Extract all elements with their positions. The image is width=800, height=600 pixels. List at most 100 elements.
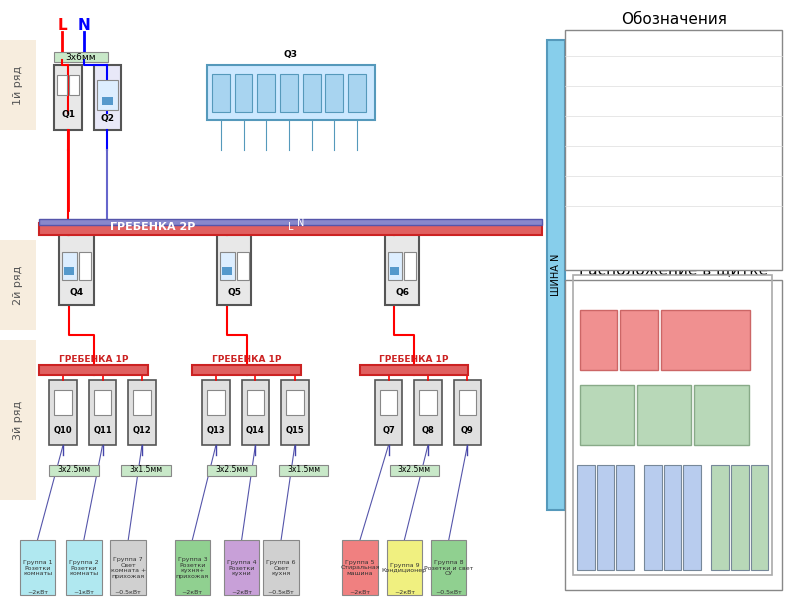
Text: Q6: Q6: [715, 410, 729, 420]
Text: L: L: [288, 222, 294, 232]
Bar: [102, 97, 114, 105]
Text: Q10: Q10: [54, 425, 73, 434]
Text: 3х2.5мм: 3х2.5мм: [215, 466, 248, 475]
Text: 3х6мм: 3х6мм: [66, 52, 96, 61]
Bar: [616, 465, 634, 570]
Bar: [39, 223, 542, 235]
Bar: [565, 280, 782, 590]
Text: 3х1.5мм: 3х1.5мм: [287, 466, 320, 475]
Bar: [286, 390, 304, 415]
Bar: [64, 267, 74, 275]
Bar: [220, 252, 234, 280]
Text: Q3: Q3: [698, 335, 712, 345]
Bar: [683, 465, 702, 570]
Text: Q13: Q13: [646, 559, 660, 565]
Bar: [39, 365, 148, 375]
Text: Q7: Q7: [382, 425, 395, 434]
Bar: [664, 465, 682, 570]
Bar: [263, 540, 299, 595]
Text: ~2кВт: ~2кВт: [350, 590, 370, 595]
Bar: [644, 465, 662, 570]
Bar: [79, 252, 90, 280]
Text: Q1: Q1: [61, 110, 75, 119]
Bar: [54, 52, 109, 62]
Bar: [620, 310, 658, 370]
Text: Группа 9
Кондиционер: Группа 9 Кондиционер: [382, 563, 427, 574]
Bar: [128, 380, 156, 445]
Text: Q2: Q2: [101, 113, 114, 122]
Text: Q10: Q10: [578, 559, 593, 565]
Bar: [386, 540, 422, 595]
Bar: [281, 380, 309, 445]
Bar: [97, 80, 118, 110]
Bar: [174, 540, 210, 595]
Text: 3х1.5мм: 3х1.5мм: [130, 466, 162, 475]
Bar: [50, 380, 77, 445]
Text: Q4: Q4: [70, 289, 84, 298]
Bar: [380, 390, 398, 415]
Text: Q10, Q11, Q13, Q14: АВ 16А: Q10, Q11, Q13, Q14: АВ 16А: [573, 183, 713, 193]
Bar: [50, 465, 98, 476]
Bar: [133, 390, 151, 415]
Bar: [302, 74, 321, 112]
Bar: [212, 74, 230, 112]
Text: Q12: Q12: [133, 425, 151, 434]
Bar: [222, 267, 232, 275]
Bar: [385, 233, 419, 305]
Bar: [565, 30, 782, 270]
Text: Q2 : УЗМ-51М: Q2 : УЗМ-51М: [573, 63, 642, 73]
Text: Q8: Q8: [422, 425, 434, 434]
Text: N: N: [78, 17, 90, 32]
Bar: [62, 252, 77, 280]
Text: Группа 5
Стиральная
машина: Группа 5 Стиральная машина: [340, 560, 380, 576]
Bar: [374, 380, 402, 445]
Text: Группа 1
Розетки
комнаты: Группа 1 Розетки комнаты: [22, 560, 52, 576]
Bar: [258, 74, 275, 112]
Text: Q1 : Вводной АВ 25А 2Р или ВН: Q1 : Вводной АВ 25А 2Р или ВН: [573, 33, 734, 43]
Bar: [404, 252, 416, 280]
Bar: [89, 380, 116, 445]
Bar: [597, 465, 614, 570]
Text: ГРЕБЕНКА 1Р: ГРЕБЕНКА 1Р: [59, 355, 129, 364]
Bar: [390, 465, 439, 476]
Bar: [234, 74, 253, 112]
Bar: [110, 540, 146, 595]
Bar: [242, 380, 270, 445]
Bar: [94, 65, 122, 130]
Text: Группа 6
Свет
кухня: Группа 6 Свет кухня: [266, 560, 296, 576]
Bar: [326, 74, 343, 112]
Bar: [348, 74, 366, 112]
Bar: [390, 267, 399, 275]
Text: ~2кВт: ~2кВт: [27, 590, 48, 595]
Text: Q11: Q11: [598, 559, 613, 565]
Text: ~1кВт: ~1кВт: [74, 590, 94, 595]
Text: Q9: Q9: [461, 425, 474, 434]
Text: Q5: Q5: [228, 289, 242, 298]
Text: ШИНА N: ШИНА N: [551, 254, 562, 296]
Text: ~2кВт: ~2кВт: [231, 590, 252, 595]
Text: Q13: Q13: [206, 425, 226, 434]
Bar: [217, 233, 251, 305]
Bar: [20, 540, 55, 595]
Text: 3х2.5мм: 3х2.5мм: [58, 466, 90, 475]
Bar: [202, 380, 230, 445]
Bar: [0, 340, 35, 500]
Text: Расположение в щитке: Расположение в щитке: [579, 263, 768, 277]
Text: ~2кВт: ~2кВт: [182, 590, 203, 595]
Bar: [387, 252, 402, 280]
Text: Q3:Кросс-модуль нулевых шин 3х7: Q3:Кросс-модуль нулевых шин 3х7: [573, 93, 754, 103]
Text: ~0.5кВт: ~0.5кВт: [435, 590, 462, 595]
Bar: [342, 540, 378, 595]
Bar: [414, 380, 442, 445]
Text: Q6: Q6: [395, 289, 410, 298]
Text: Q12, Q15: АВ 6А: Q12, Q15: АВ 6А: [573, 213, 655, 223]
Text: 3х2.5мм: 3х2.5мм: [398, 466, 430, 475]
Text: Обозначения: Обозначения: [621, 13, 726, 28]
Text: Q15: Q15: [286, 425, 304, 434]
Bar: [54, 390, 72, 415]
Text: Q3: Q3: [284, 50, 298, 59]
Text: Q11: Q11: [93, 425, 112, 434]
Bar: [360, 365, 469, 375]
Bar: [431, 540, 466, 595]
Bar: [0, 240, 35, 330]
